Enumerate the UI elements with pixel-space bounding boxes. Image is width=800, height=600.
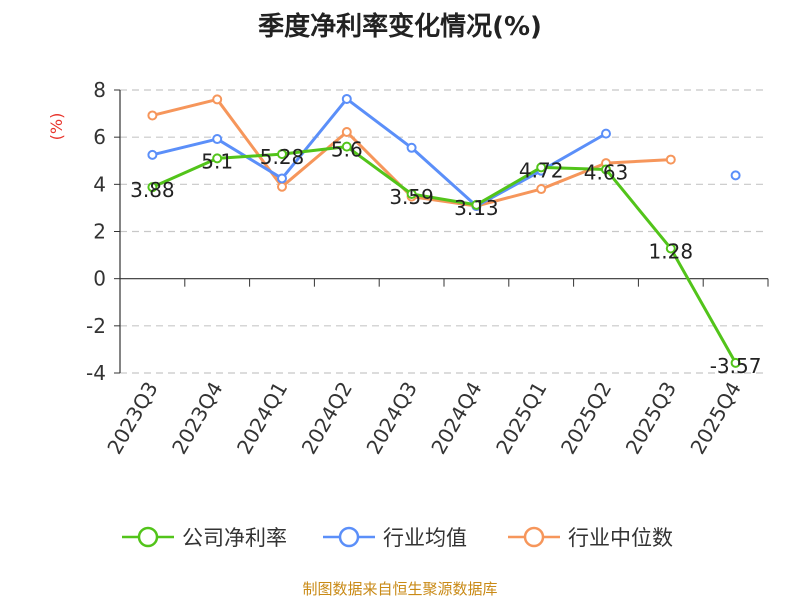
series-line (150, 145, 738, 365)
data-point (406, 142, 417, 153)
data-point (341, 141, 352, 152)
data-label: 5.6 (331, 138, 363, 162)
legend-marker (523, 526, 545, 548)
data-point (147, 149, 158, 160)
label-layer: 3.88 5.1 5.28 5.6 3.59 3.13 4.72 4.63 1.28 -3.57 (130, 138, 761, 378)
y-tick-label: -2 (86, 314, 106, 338)
data-point (341, 126, 352, 137)
data-label: -3.57 (710, 354, 762, 378)
legend-label: 行业中位数 (568, 526, 673, 550)
data-label: 1.28 (649, 239, 694, 263)
data-point (536, 184, 547, 195)
data-point (665, 154, 676, 165)
legend-marker (137, 526, 159, 548)
y-tick-label: 2 (93, 220, 106, 244)
data-label: 5.28 (260, 145, 305, 169)
data-point (277, 181, 287, 192)
data-point (341, 93, 352, 104)
legend-layer: 公司净利率 行业均值 行业中位数 (122, 526, 673, 550)
legend-label: 公司净利率 (182, 526, 287, 550)
data-point (471, 199, 482, 210)
chart-title: 季度净利率变化情况(%) (258, 12, 542, 42)
legend-marker (338, 526, 360, 548)
y-tick-label: 8 (93, 78, 106, 102)
x-tick-label: 2023Q4 (167, 378, 227, 459)
data-point (277, 173, 287, 184)
x-tick-label: 2024Q4 (426, 378, 486, 459)
x-tick-label: 2023Q3 (102, 378, 162, 459)
series-line (150, 97, 608, 208)
y-tick-label: 0 (93, 267, 106, 291)
data-point (277, 149, 287, 160)
data-point (730, 357, 741, 368)
data-label: 3.88 (130, 178, 175, 202)
data-label: 3.59 (389, 185, 434, 209)
x-tick-label: 2025Q3 (621, 378, 681, 459)
x-tick-label: 2025Q2 (556, 378, 616, 459)
data-point (601, 128, 611, 139)
legend-label: 行业均值 (383, 526, 467, 550)
y-tick-label: 4 (93, 172, 106, 196)
data-label: 4.72 (519, 158, 564, 182)
data-point (212, 134, 223, 145)
data-point (406, 189, 417, 200)
x-tick-label: 2024Q1 (232, 378, 292, 459)
y-tick-label: -4 (86, 361, 106, 385)
data-point (212, 94, 223, 105)
data-point (665, 243, 676, 254)
data-point (147, 110, 158, 121)
x-tick-label: 2025Q1 (491, 378, 551, 459)
data-point (147, 182, 158, 193)
y-tick-label: 6 (93, 125, 106, 149)
y-axis-label: (%) (47, 113, 66, 141)
data-label: 4.63 (584, 160, 629, 184)
data-point (601, 164, 611, 175)
data-point (730, 170, 741, 181)
x-tick-label: 2024Q2 (297, 378, 357, 459)
data-label: 3.13 (454, 196, 499, 220)
data-point (212, 153, 223, 164)
x-tick-label: 2024Q3 (361, 378, 421, 459)
data-label: 5.1 (201, 149, 233, 173)
data-point (536, 162, 547, 173)
source-note: 制图数据来自恒生聚源数据库 (302, 580, 498, 598)
series-layer (147, 93, 741, 368)
grid-layer (120, 89, 768, 374)
x-tick-label: 2025Q4 (685, 378, 745, 459)
